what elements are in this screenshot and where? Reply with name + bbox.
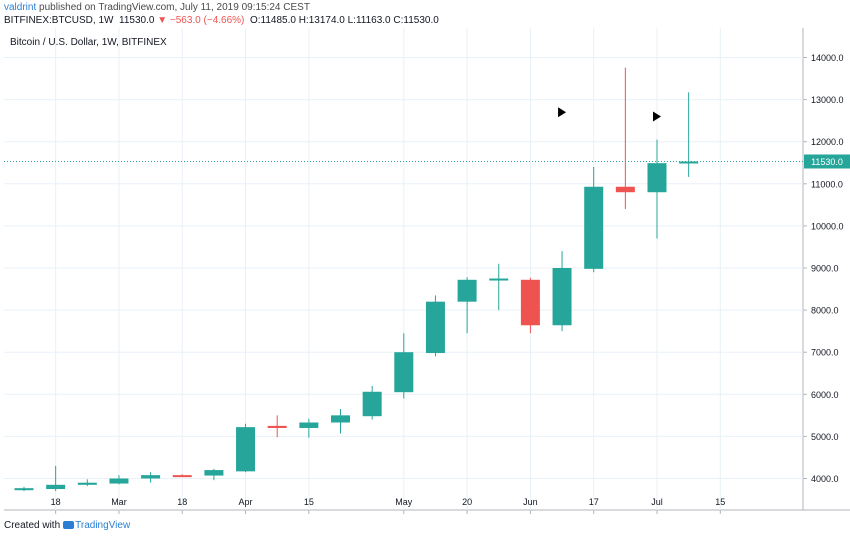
candle-body [267, 425, 287, 428]
play-marker-icon [558, 107, 567, 118]
x-tick-label: 17 [589, 497, 599, 507]
candles [14, 67, 699, 492]
y-tick-label: 12000.0 [811, 137, 844, 147]
candlestick-chart[interactable]: Bitcoin / U.S. Dollar, 1W, BITFINEX 4000… [0, 28, 850, 516]
play-marker-icon [653, 111, 661, 122]
x-tick-label: Jul [651, 497, 663, 507]
time-axis[interactable]: 18 Mar 18 Apr 15 May 20 Jun 17 Jul 15 [51, 497, 726, 514]
candle-body [679, 161, 699, 164]
x-tick-label: Apr [239, 497, 253, 507]
candle-body [141, 475, 161, 479]
y-tick-label: 6000.0 [811, 390, 839, 400]
candle-body [394, 352, 414, 393]
last-price-line: 11530.0 [4, 154, 850, 169]
markers [558, 107, 661, 122]
candle-body [425, 301, 445, 354]
y-tick-label: 11000.0 [811, 179, 843, 189]
candle-body [362, 391, 382, 417]
last-price-tag [804, 154, 850, 169]
x-tick-label: 20 [462, 497, 472, 507]
tradingview-brand-link[interactable]: TradingView [75, 520, 131, 531]
y-tick-label: 14000.0 [811, 53, 844, 63]
candle-body [172, 475, 192, 478]
candle-body [299, 422, 319, 428]
y-tick-label: 4000.0 [811, 474, 839, 484]
publish-line: valdrint published on TradingView.com, J… [4, 2, 310, 13]
price-change: ▼ −563.0 (−4.66%) [157, 15, 245, 26]
y-tick-label: 7000.0 [811, 348, 839, 358]
footer: Created with TradingView [4, 520, 130, 531]
y-tick-label: 9000.0 [811, 264, 839, 274]
ohlc-values: O:11485.0 H:13174.0 L:11163.0 C:11530.0 [249, 15, 439, 26]
candle-body [584, 186, 604, 269]
candle-body [46, 484, 66, 490]
y-tick-label: 5000.0 [811, 432, 839, 442]
grid [4, 28, 850, 511]
tradingview-logo-icon [63, 521, 75, 529]
candle-body [204, 470, 224, 476]
x-tick-label: 15 [715, 497, 725, 507]
candle-body [615, 186, 635, 193]
candle-body [457, 279, 477, 302]
last-price-value: 11530.0 [119, 15, 155, 26]
symbol-line: BITFINEX:BTCUSD, 1W 11530.0 ▼ −563.0 (−4… [4, 15, 439, 26]
price-axis[interactable]: 4000.0 5000.0 6000.0 7000.0 8000.0 9000.0 1000… [803, 53, 844, 484]
x-tick-label: 18 [177, 497, 187, 507]
candle-body [647, 163, 667, 193]
candle-body [109, 478, 129, 484]
last-price-tag-label: 11530.0 [811, 157, 843, 167]
y-tick-label: 8000.0 [811, 306, 839, 316]
y-tick-label: 13000.0 [811, 95, 844, 105]
x-tick-label: 15 [304, 497, 314, 507]
candle-body [236, 427, 256, 472]
chart-title: Bitcoin / U.S. Dollar, 1W, BITFINEX [10, 37, 167, 48]
x-tick-label: 18 [51, 497, 61, 507]
candle-body [520, 279, 540, 326]
candle-body [77, 482, 97, 485]
x-tick-label: Mar [111, 497, 127, 507]
candle-body [552, 268, 572, 326]
symbol-label: BITFINEX:BTCUSD, 1W [4, 15, 114, 26]
publish-info: published on TradingView.com, July 11, 2… [39, 2, 310, 13]
candle-body [489, 278, 509, 281]
x-tick-label: Jun [523, 497, 538, 507]
candle-body [14, 488, 34, 491]
candle-body [331, 415, 350, 423]
author-link[interactable]: valdrint [4, 2, 37, 13]
y-tick-label: 10000.0 [811, 221, 844, 231]
x-tick-label: May [395, 497, 413, 507]
created-with-label: Created with [4, 520, 61, 531]
